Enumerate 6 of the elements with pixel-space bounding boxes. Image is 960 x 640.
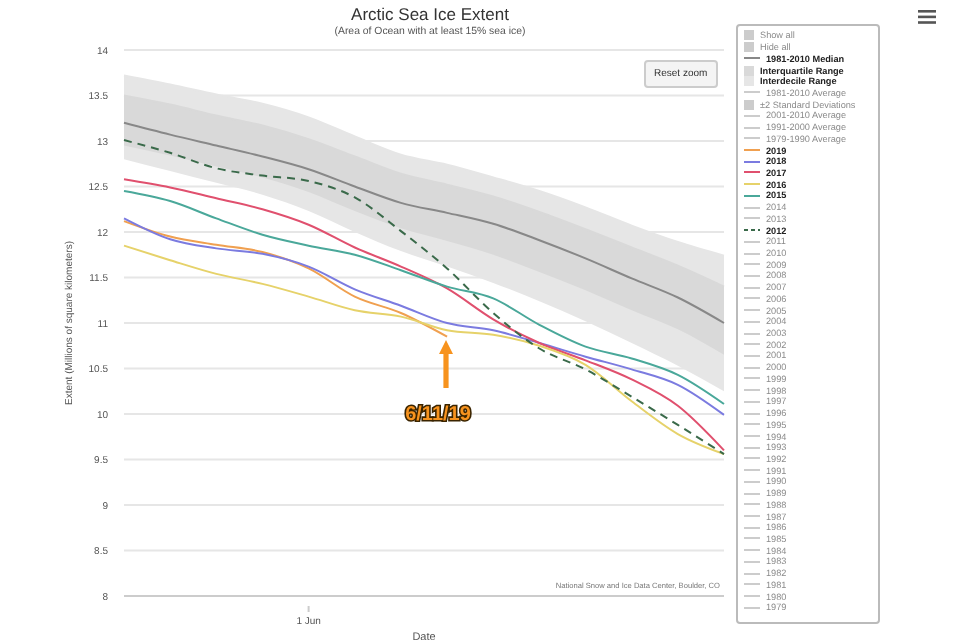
line-series bbox=[123, 121, 725, 324]
line-series bbox=[123, 190, 725, 405]
line-series bbox=[123, 244, 725, 456]
annotation: 6/11/19 bbox=[405, 404, 472, 426]
line-series bbox=[123, 220, 449, 338]
chart-title: Arctic Sea Ice Extent bbox=[349, 4, 511, 24]
